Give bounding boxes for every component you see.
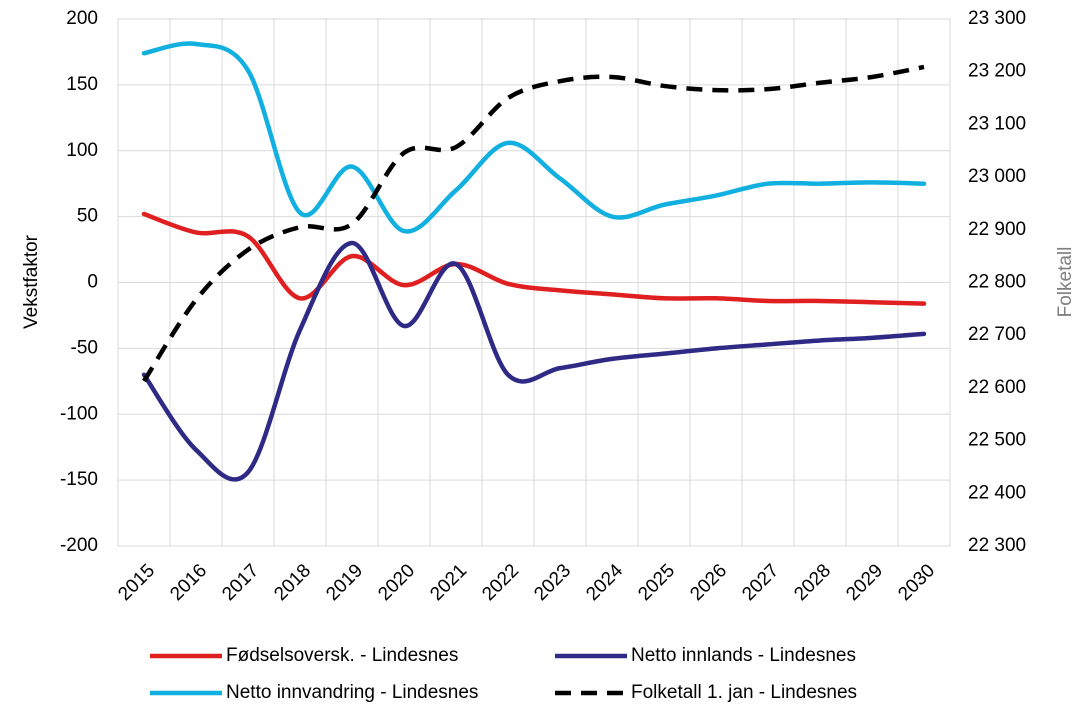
x-tick-label: 2030: [894, 560, 939, 605]
x-tick-label: 2016: [166, 560, 211, 605]
x-tick-label: 2015: [114, 560, 159, 605]
y-tick-label: -200: [60, 535, 98, 556]
legend-label: Netto innvandring - Lindesnes: [226, 682, 478, 703]
y2-tick-label: 22 900: [968, 219, 1026, 240]
x-tick-label: 2025: [634, 560, 679, 605]
legend-label: Netto innlands - Lindesnes: [631, 645, 856, 666]
y2-tick-label: 22 700: [968, 324, 1026, 345]
line-series: [142, 64, 925, 383]
y-tick-label: -100: [60, 403, 98, 424]
y-tick-label: 200: [66, 8, 98, 29]
line-series: [141, 240, 927, 482]
y-tick-label: 100: [66, 140, 98, 161]
y2-tick-label: 22 400: [968, 482, 1026, 503]
y2-axis-title: Folketall: [1055, 247, 1076, 318]
x-tick-label: 2027: [738, 560, 783, 605]
y-tick-label: -150: [60, 469, 98, 490]
y2-tick-label: 22 300: [968, 535, 1026, 556]
y2-tick-label: 22 800: [968, 272, 1026, 293]
y2-tick-label: 23 100: [968, 113, 1026, 134]
x-tick-label: 2020: [374, 560, 419, 605]
y2-tick-label: 23 300: [968, 8, 1026, 29]
legend-label: Folketall 1. jan - Lindesnes: [631, 682, 857, 703]
y2-tick-label: 23 000: [968, 166, 1026, 187]
x-tick-label: 2017: [218, 560, 263, 605]
x-tick-label: 2023: [530, 560, 575, 605]
x-tick-label: 2026: [686, 560, 731, 605]
x-tick-label: 2024: [582, 560, 627, 605]
y2-tick-label: 22 600: [968, 377, 1026, 398]
x-tick-label: 2021: [426, 560, 471, 605]
y-tick-label: -50: [71, 337, 98, 358]
y2-tick-label: 23 200: [968, 61, 1026, 82]
y-axis-title: Vekstfaktor: [21, 234, 42, 329]
y-tick-label: 0: [87, 272, 98, 293]
y-tick-label: 150: [66, 74, 98, 95]
y2-tick-label: 22 500: [968, 430, 1026, 451]
y-tick-label: 50: [77, 206, 98, 227]
x-tick-label: 2022: [478, 560, 523, 605]
line-series: [141, 41, 927, 234]
legend-label: Fødselsoversk. - Lindesnes: [226, 645, 458, 666]
x-tick-label: 2018: [270, 560, 315, 605]
x-tick-label: 2029: [842, 560, 887, 605]
x-tick-label: 2028: [790, 560, 835, 605]
x-tick-label: 2019: [322, 560, 367, 605]
line-series: [141, 211, 927, 306]
